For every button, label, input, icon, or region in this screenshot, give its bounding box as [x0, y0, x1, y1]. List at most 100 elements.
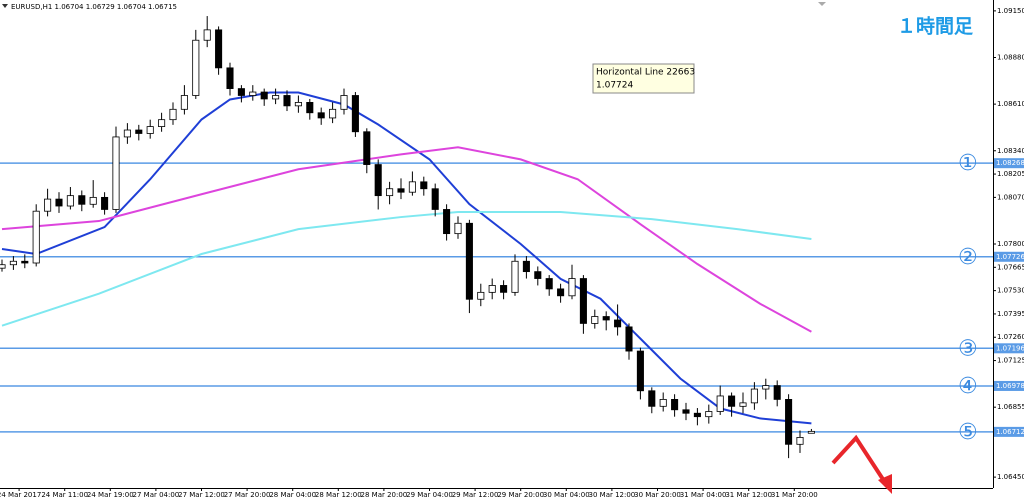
price-label-box [994, 426, 1024, 437]
candle-body [534, 271, 542, 279]
moving-average [1, 146, 812, 333]
candle-body [488, 285, 496, 293]
x-tick-label: 29 Mar 20:00 [497, 491, 544, 499]
candle-body [158, 119, 166, 127]
candle-body [682, 409, 690, 414]
candle-body [511, 260, 519, 293]
candle-body [716, 395, 724, 412]
candle-body [192, 39, 200, 96]
y-tick-label: 1.07125 [997, 357, 1024, 365]
x-tick-label: 31 Mar 20:00 [771, 491, 818, 499]
candle-body [591, 316, 599, 324]
candle-body [659, 399, 667, 407]
candle-body [123, 129, 131, 138]
candle-body [146, 126, 154, 134]
candle-body [112, 136, 120, 210]
price-label: 1.06978 [996, 382, 1024, 390]
y-tick-label: 1.08610 [997, 100, 1024, 108]
x-tick-label: 27 Mar 12:00 [178, 491, 225, 499]
candle-body [329, 108, 337, 119]
candle-body [431, 188, 439, 210]
candle-body [408, 181, 416, 193]
candle-body [317, 112, 325, 119]
moving-average [1, 211, 812, 327]
line-marker: ② [958, 245, 978, 270]
tooltip-box [592, 63, 695, 94]
chart-header: EURUSD,H1 1.06704 1.06729 1.06704 1.0671… [11, 3, 177, 11]
price-label: 1.06712 [996, 428, 1024, 436]
y-tick-label: 1.07530 [997, 287, 1024, 295]
candle-body [636, 350, 644, 392]
candle-body [101, 196, 109, 210]
x-tick-label: 28 Mar 04:00 [269, 491, 316, 499]
candle-body [465, 222, 473, 300]
line-marker: ① [958, 151, 978, 176]
x-tick-label: 24 Mar 11:00 [41, 491, 88, 499]
candle-body [705, 411, 713, 418]
candle-body [522, 260, 530, 273]
x-tick-label: 24 Mar 2017 [0, 491, 41, 499]
candle-body [180, 95, 188, 110]
candle-body [671, 399, 679, 411]
y-tick-label: 1.07260 [997, 333, 1024, 341]
arrow [831, 434, 890, 489]
y-tick-label: 1.08205 [997, 170, 1024, 178]
arrow-head [878, 474, 892, 494]
x-tick-label: 27 Mar 04:00 [133, 491, 180, 499]
candle-body [728, 395, 736, 407]
y-tick-label: 1.07800 [997, 240, 1024, 248]
line-marker: ⑤ [958, 420, 978, 445]
line-marker: ③ [958, 336, 978, 361]
x-tick-label: 27 Mar 20:00 [224, 491, 271, 499]
x-tick-label: 31 Mar 04:00 [680, 491, 727, 499]
y-tick-label: 1.08880 [997, 54, 1024, 62]
candle-body [260, 91, 268, 100]
y-tick-label: 1.08070 [997, 193, 1024, 201]
x-tick-label: 28 Mar 20:00 [361, 491, 408, 499]
tooltip: Horizontal Line 22663 1.07724 [592, 63, 695, 94]
x-tick-label: 29 Mar 04:00 [406, 491, 453, 499]
menu-icon [2, 4, 8, 8]
candle-body [750, 388, 758, 404]
candle-body [169, 108, 177, 121]
x-tick-label: 29 Mar 12:00 [452, 491, 499, 499]
candle-body [420, 181, 428, 190]
candle-body [807, 430, 815, 434]
candle-body [693, 412, 701, 418]
candle-body [203, 29, 211, 41]
candle-body [739, 402, 747, 407]
candle-body [454, 222, 462, 235]
y-tick-label: 1.07665 [997, 263, 1024, 271]
x-tick-label: 28 Mar 12:00 [315, 491, 362, 499]
candle-body [625, 326, 633, 352]
candle-body [55, 198, 63, 207]
candle-body [44, 198, 52, 212]
candle-body [283, 95, 291, 107]
x-tick-label: 30 Mar 12:00 [589, 491, 636, 499]
candle-body [89, 196, 97, 205]
candle-body [294, 102, 302, 107]
tooltip-value: 1.07724 [596, 81, 633, 91]
candle-body [500, 285, 508, 293]
candle-body [66, 195, 74, 207]
candle-body [602, 316, 610, 321]
price-label: 1.08268 [996, 159, 1024, 167]
candle-body [78, 195, 86, 205]
y-tick-label: 1.06450 [997, 473, 1024, 481]
price-label-box [994, 251, 1024, 262]
candle-body [272, 95, 280, 100]
candle-body [545, 278, 553, 290]
candle-body [32, 210, 40, 264]
candle-body [796, 437, 804, 445]
candle-body [579, 278, 587, 324]
tooltip-title: Horizontal Line 22663 [596, 68, 695, 78]
y-tick-label: 1.06855 [997, 403, 1024, 411]
candle-body [9, 260, 17, 266]
candle-body [648, 390, 656, 407]
candle-body [568, 278, 576, 297]
candle-body [397, 188, 405, 193]
candle-body [374, 164, 382, 197]
candle-body [249, 91, 257, 96]
candle-body [557, 288, 565, 297]
